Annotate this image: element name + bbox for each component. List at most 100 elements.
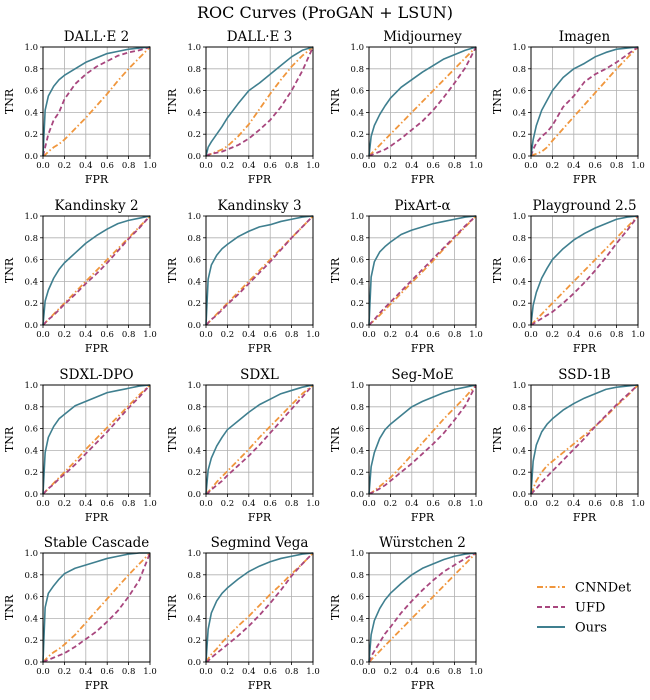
y-tick-label: 0.6 [187,593,201,603]
axes-frame [368,552,477,663]
y-tick-label: 0.6 [350,256,364,266]
x-axis-label: FPR [411,342,435,355]
x-tick-label: 0.8 [610,161,624,171]
y-tick-label: 1.0 [187,381,201,391]
y-tick-label: 0.2 [350,299,364,309]
series-line-ours [368,384,477,495]
x-tick-label: 0.0 [524,161,538,171]
series-line-ufd [42,384,151,495]
y-tick-label: 0.8 [350,403,364,413]
x-tick-label: 0.6 [426,161,440,171]
x-tick-label: 0.6 [100,161,114,171]
x-tick-label: 0.6 [263,161,277,171]
y-axis-label: TNR [166,426,179,452]
series-line-ufd [42,552,151,663]
x-tick-label: 0.6 [426,667,440,677]
roc-panel: Seg-MoE 0.0 0.2 0.4 0.6 0.8 1.0 0.0 0.2 0.4 0.6 0.8… [329,367,483,524]
y-tick-label: 0.4 [350,108,364,118]
axes-frame [42,215,151,326]
x-tick-label: 0.8 [122,161,136,171]
y-tick-label: 0.2 [350,130,364,140]
y-axis-label: TNR [3,257,16,283]
x-tick-label: 0.0 [199,499,213,509]
x-tick-label: 0.6 [100,499,114,509]
x-tick-label: 0.6 [263,667,277,677]
x-tick-label: 0.8 [285,330,299,340]
roc-panel: Stable Cascade 0.0 0.2 0.4 0.6 0.8 1.0 0.0 0.2 0.… [3,535,157,692]
roc-panel: Kandinsky 3 0.0 0.2 0.4 0.6 0.8 1.0 0.0 0.2 0.4 0.… [166,198,320,355]
x-tick-label: 0.4 [79,499,93,509]
x-tick-label: 0.6 [100,667,114,677]
x-tick-label: 0.6 [426,330,440,340]
x-tick-label: 0.8 [448,499,462,509]
y-tick-label: 1.0 [24,549,38,559]
axes-frame [42,552,151,663]
y-axis-label: TNR [329,594,342,620]
x-tick-label: 0.6 [588,499,602,509]
series-line-ours [205,552,314,663]
y-tick-label: 0.8 [24,571,38,581]
roc-panel: Würstchen 2 0.0 0.2 0.4 0.6 0.8 1.0 0.0 0.2 0.4 0.… [329,535,483,692]
y-tick-label: 0.6 [187,256,201,266]
x-tick-label: 0.2 [58,161,72,171]
x-tick-label: 1.0 [306,499,320,509]
series-line-cnndet [530,215,639,326]
legend-label: CNNDet [575,581,632,596]
x-tick-label: 0.4 [567,161,581,171]
x-tick-label: 0.2 [58,499,72,509]
panel-title: Midjourney [383,29,462,45]
series-line-ufd [368,552,477,663]
series-line-ours [530,46,639,157]
series-line-cnndet [42,552,151,663]
x-axis-label: FPR [85,511,109,524]
x-axis-label: FPR [85,679,109,692]
x-tick-label: 0.4 [242,499,256,509]
y-tick-label: 1.0 [512,212,526,222]
y-tick-label: 0.0 [512,490,526,500]
y-tick-label: 0.4 [512,277,526,287]
series-line-cnndet [368,552,477,663]
x-axis-label: FPR [248,342,272,355]
series-line-ours [42,215,151,326]
y-tick-label: 0.0 [187,658,201,668]
y-tick-label: 0.0 [24,658,38,668]
x-tick-label: 1.0 [631,161,645,171]
x-tick-label: 0.6 [100,330,114,340]
y-tick-label: 0.6 [350,87,364,97]
x-tick-label: 1.0 [306,330,320,340]
x-tick-label: 0.2 [384,330,398,340]
y-axis-label: TNR [3,426,16,452]
y-tick-label: 0.4 [187,277,201,287]
x-tick-label: 0.0 [362,330,376,340]
axes-frame [42,46,151,157]
y-axis-label: TNR [3,88,16,114]
x-tick-label: 0.4 [242,667,256,677]
roc-panel: DALL·E 3 0.0 0.2 0.4 0.6 0.8 1.0 0.0 0.2 0.4 0.6 0.… [166,29,320,186]
y-tick-label: 1.0 [24,43,38,53]
series-line-ours [368,552,477,663]
x-tick-label: 0.2 [384,667,398,677]
y-tick-label: 0.2 [187,299,201,309]
x-tick-label: 0.0 [199,330,213,340]
x-tick-label: 1.0 [469,499,483,509]
y-tick-label: 0.2 [350,468,364,478]
x-tick-label: 0.4 [79,161,93,171]
x-tick-label: 0.8 [610,499,624,509]
x-tick-label: 1.0 [306,667,320,677]
x-tick-label: 0.4 [79,330,93,340]
y-tick-label: 0.6 [512,425,526,435]
y-tick-label: 1.0 [24,212,38,222]
x-tick-label: 0.0 [362,667,376,677]
y-tick-label: 0.4 [187,446,201,456]
y-axis-label: TNR [166,257,179,283]
y-tick-label: 0.2 [187,468,201,478]
series-line-ours [42,384,151,495]
series-line-ufd [530,384,639,495]
axes-frame [42,384,151,495]
x-axis-label: FPR [248,511,272,524]
y-axis-label: TNR [491,426,504,452]
y-tick-label: 1.0 [187,43,201,53]
y-tick-label: 0.8 [512,65,526,75]
roc-panel: DALL·E 2 0.0 0.2 0.4 0.6 0.8 1.0 0.0 0.2 0.4 0.6 0.… [3,29,157,186]
x-axis-label: FPR [85,173,109,186]
